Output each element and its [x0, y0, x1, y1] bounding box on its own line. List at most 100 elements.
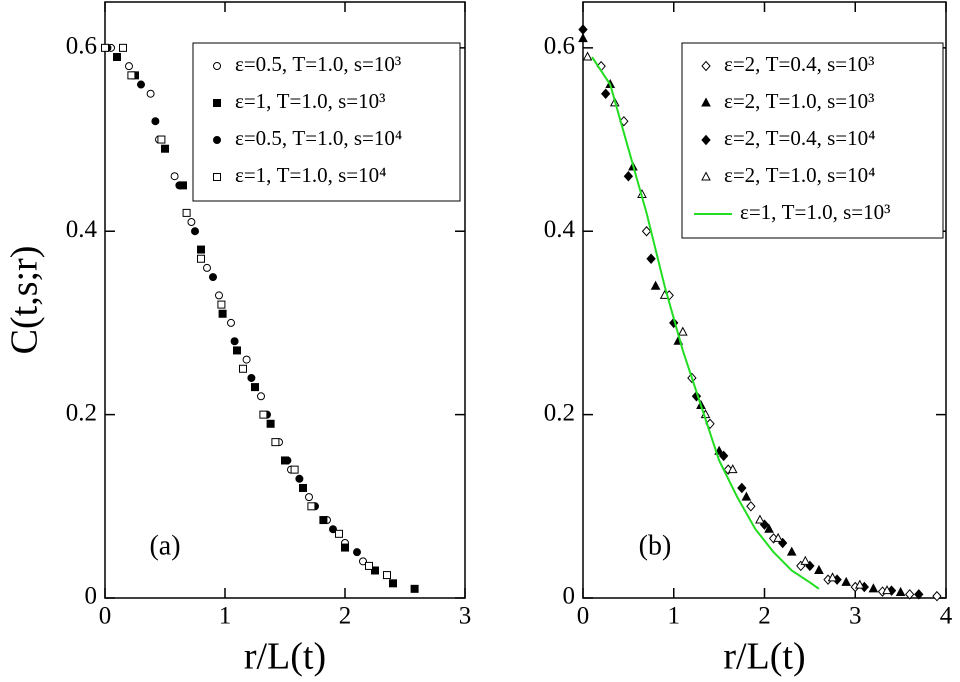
legend-swatch	[701, 171, 711, 181]
point	[251, 383, 259, 392]
x-tick-label: 4	[940, 603, 953, 630]
point	[764, 523, 774, 533]
legend-label: ε=1, T=1.0, s=10³	[740, 200, 890, 224]
point	[905, 589, 915, 600]
point	[218, 309, 227, 318]
point	[727, 464, 738, 474]
point	[755, 514, 765, 524]
point	[257, 392, 265, 401]
legend-label: ε=1, T=1.0, s=10⁴	[235, 163, 386, 187]
legend-label: ε=1, T=1.0, s=10³	[235, 89, 385, 113]
point	[737, 482, 747, 494]
x-tick-label: 0	[577, 603, 590, 630]
point	[125, 62, 133, 71]
legend-swatch	[213, 173, 221, 181]
point	[335, 529, 343, 538]
point	[854, 579, 865, 589]
point	[578, 33, 588, 43]
point	[932, 590, 942, 602]
point	[113, 53, 121, 62]
point	[227, 318, 235, 327]
legend-swatch	[213, 62, 221, 70]
point	[746, 501, 756, 512]
legend-label: ε=2, T=1.0, s=10³	[724, 89, 874, 113]
point	[882, 585, 892, 595]
point	[691, 391, 702, 402]
point	[582, 51, 593, 61]
legend-box	[681, 42, 944, 239]
point	[197, 254, 205, 263]
point	[623, 170, 634, 182]
point	[119, 43, 127, 52]
point	[151, 117, 160, 126]
legend-swatch	[213, 136, 221, 144]
point	[161, 144, 169, 153]
point	[341, 543, 349, 552]
point	[230, 337, 239, 346]
y-tick-label: 0.4	[66, 216, 98, 243]
point	[203, 263, 211, 272]
point	[383, 571, 391, 580]
legend-swatch	[701, 60, 711, 72]
y-tick-label: 0.6	[544, 33, 575, 60]
point	[641, 225, 652, 237]
x-tick-label: 3	[459, 603, 472, 630]
point	[146, 89, 155, 98]
point	[329, 525, 337, 534]
point	[209, 273, 217, 282]
legend-box	[192, 42, 461, 202]
point	[319, 516, 328, 525]
point	[259, 410, 268, 419]
point	[741, 491, 752, 501]
point	[187, 218, 196, 227]
point	[239, 364, 247, 373]
y-tick-label: 0.2	[66, 399, 97, 426]
point	[137, 80, 145, 89]
point	[814, 564, 824, 574]
point	[841, 576, 852, 586]
point	[389, 579, 397, 588]
legend-label: ε=2, T=0.4, s=10³	[724, 52, 874, 76]
x-tick-label: 3	[849, 603, 862, 630]
point	[191, 227, 199, 236]
point	[353, 548, 361, 557]
legend-swatch	[701, 134, 711, 146]
point	[217, 300, 226, 309]
point	[868, 583, 879, 593]
x-axis-label: r/L(t)	[244, 636, 326, 678]
point	[601, 88, 611, 99]
point	[170, 172, 179, 181]
point	[182, 208, 191, 217]
x-tick-label: 1	[668, 603, 681, 630]
point	[914, 589, 924, 600]
point	[283, 456, 292, 465]
point	[271, 438, 280, 447]
point	[371, 566, 379, 575]
legend-label: ε=0.5, T=1.0, s=10³	[235, 52, 401, 76]
point	[266, 419, 275, 428]
point	[786, 546, 797, 556]
point	[827, 572, 838, 582]
x-tick-label: 2	[339, 603, 352, 630]
point	[305, 493, 313, 502]
point	[800, 555, 811, 565]
point	[290, 465, 299, 474]
legend-label: ε=2, T=1.0, s=10⁴	[724, 163, 875, 187]
panel-label: (b)	[639, 530, 672, 561]
point	[295, 474, 304, 483]
point	[578, 24, 588, 35]
legend-swatch	[701, 97, 711, 107]
x-tick-label: 2	[758, 603, 771, 630]
point	[718, 450, 729, 462]
y-tick-label: 0.4	[544, 216, 576, 243]
x-tick-label: 1	[219, 603, 232, 630]
y-tick-label: 0	[563, 583, 576, 610]
point	[157, 135, 166, 144]
point	[127, 71, 136, 80]
point	[650, 280, 661, 290]
legend-label: ε=0.5, T=1.0, s=10⁴	[235, 126, 402, 150]
y-tick-label: 0.6	[66, 33, 97, 60]
point	[242, 355, 251, 364]
point	[646, 253, 656, 264]
